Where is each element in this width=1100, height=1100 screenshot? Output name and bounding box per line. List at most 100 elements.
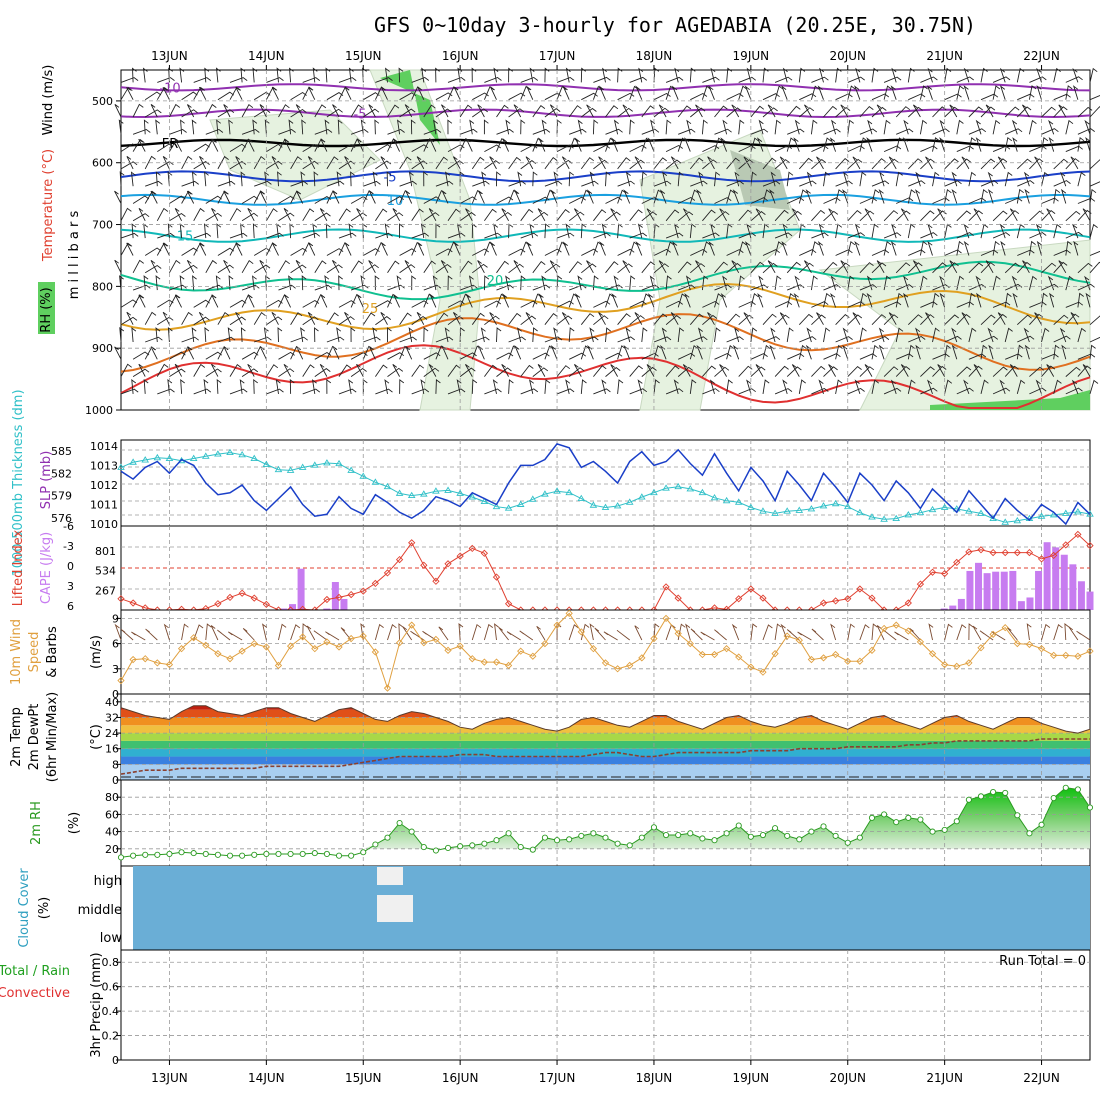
series-point bbox=[323, 595, 331, 604]
wind-barb bbox=[393, 138, 401, 152]
wind-barb bbox=[556, 300, 574, 308]
wind-barb bbox=[332, 190, 340, 204]
thick-tick-582: 582 bbox=[51, 467, 72, 480]
upper-ytick-600: 600 bbox=[92, 157, 113, 170]
series-point bbox=[165, 454, 174, 461]
series-point bbox=[928, 505, 937, 513]
series-point bbox=[916, 638, 925, 646]
series-point bbox=[626, 842, 633, 849]
series-point bbox=[601, 503, 610, 510]
wind-barb bbox=[215, 275, 221, 291]
wind-barb bbox=[541, 119, 547, 135]
wind-barb bbox=[907, 106, 923, 118]
wind-barb bbox=[690, 92, 708, 101]
series-point bbox=[395, 639, 404, 647]
wind-barb bbox=[992, 85, 1001, 100]
wind-barb bbox=[690, 248, 708, 256]
wind-barb bbox=[529, 67, 535, 83]
wind-barb bbox=[883, 76, 902, 83]
wind-barb bbox=[926, 85, 933, 100]
wind-barb bbox=[574, 364, 582, 377]
wind-barb bbox=[457, 67, 463, 83]
wind-barb bbox=[762, 189, 771, 204]
wind-barb bbox=[581, 180, 599, 187]
wind-barb bbox=[828, 208, 836, 222]
wind-barb bbox=[360, 275, 366, 291]
wind10-barb bbox=[653, 623, 660, 641]
wind-barb bbox=[508, 336, 526, 343]
wind-barb bbox=[374, 119, 380, 135]
wind10-barb bbox=[811, 628, 824, 641]
wind-barb bbox=[586, 189, 594, 204]
wind-barb bbox=[690, 336, 708, 343]
wind10-barb bbox=[217, 629, 231, 641]
wind-barb bbox=[859, 171, 867, 187]
series-point bbox=[141, 456, 150, 463]
wind-barb bbox=[311, 379, 317, 394]
slp-tick-1013: 1013 bbox=[90, 459, 118, 472]
wind-barb bbox=[641, 196, 659, 204]
wind10-barb bbox=[894, 631, 909, 641]
wind-barb bbox=[678, 352, 696, 360]
wind-barb bbox=[823, 292, 831, 308]
wind-barb bbox=[544, 108, 561, 118]
cape-bar bbox=[280, 608, 288, 610]
wind-barb bbox=[496, 137, 507, 152]
label-wind: Wind (m/s) bbox=[41, 65, 56, 136]
series-point bbox=[250, 594, 258, 602]
wind-barb bbox=[696, 189, 703, 204]
wind-barb bbox=[501, 293, 510, 308]
wind10-barb bbox=[1053, 624, 1063, 641]
wind-barb bbox=[126, 242, 134, 256]
wind-barb bbox=[319, 363, 328, 377]
wind-barb bbox=[118, 119, 124, 135]
wind-barb bbox=[344, 312, 352, 325]
series-point bbox=[311, 645, 319, 653]
series-point bbox=[214, 851, 221, 858]
wind-barb bbox=[514, 345, 522, 360]
wind10-barb bbox=[290, 624, 301, 641]
wind-barb bbox=[144, 109, 162, 118]
wind-barb bbox=[192, 275, 197, 291]
wind-barb bbox=[690, 263, 706, 274]
wind-barb bbox=[271, 311, 279, 325]
wind10-barb bbox=[163, 623, 170, 641]
wind-barb bbox=[891, 67, 897, 83]
wind-barb bbox=[617, 67, 623, 83]
series-point bbox=[722, 645, 731, 653]
wind-barb bbox=[404, 104, 413, 118]
wind-barb bbox=[174, 294, 183, 308]
wind-barb bbox=[459, 260, 473, 274]
wind-barb bbox=[1028, 240, 1036, 256]
wind-barb bbox=[142, 67, 148, 83]
wind-barb bbox=[538, 137, 546, 152]
wind-barb bbox=[678, 196, 696, 204]
wind-barb bbox=[1082, 208, 1091, 222]
wind-barb bbox=[908, 93, 926, 101]
wind10-barb bbox=[589, 623, 595, 641]
wind-barb bbox=[155, 119, 161, 135]
wind-barb bbox=[350, 367, 367, 377]
wind-barb bbox=[598, 85, 606, 100]
series-point bbox=[613, 665, 622, 673]
wind-barb bbox=[975, 275, 982, 291]
series-point bbox=[674, 482, 682, 490]
wind-barb bbox=[1012, 137, 1018, 152]
cape-bar bbox=[1009, 570, 1017, 610]
wind-barb bbox=[1089, 95, 1100, 101]
series-point bbox=[699, 835, 706, 842]
wind-barb bbox=[312, 67, 318, 83]
wind-barb bbox=[963, 85, 970, 100]
wind-barb bbox=[1035, 223, 1042, 239]
wind-barb bbox=[502, 138, 510, 152]
series-point bbox=[348, 852, 355, 859]
wind-barb bbox=[762, 379, 770, 394]
wind-barb bbox=[593, 388, 611, 395]
wind-barb bbox=[859, 292, 868, 308]
wind-barb bbox=[617, 157, 631, 170]
wind-barb bbox=[275, 379, 281, 394]
wind-barb bbox=[617, 313, 631, 325]
wind-barb bbox=[290, 180, 308, 187]
wind-barb bbox=[211, 363, 219, 377]
wind-barb bbox=[726, 67, 733, 83]
